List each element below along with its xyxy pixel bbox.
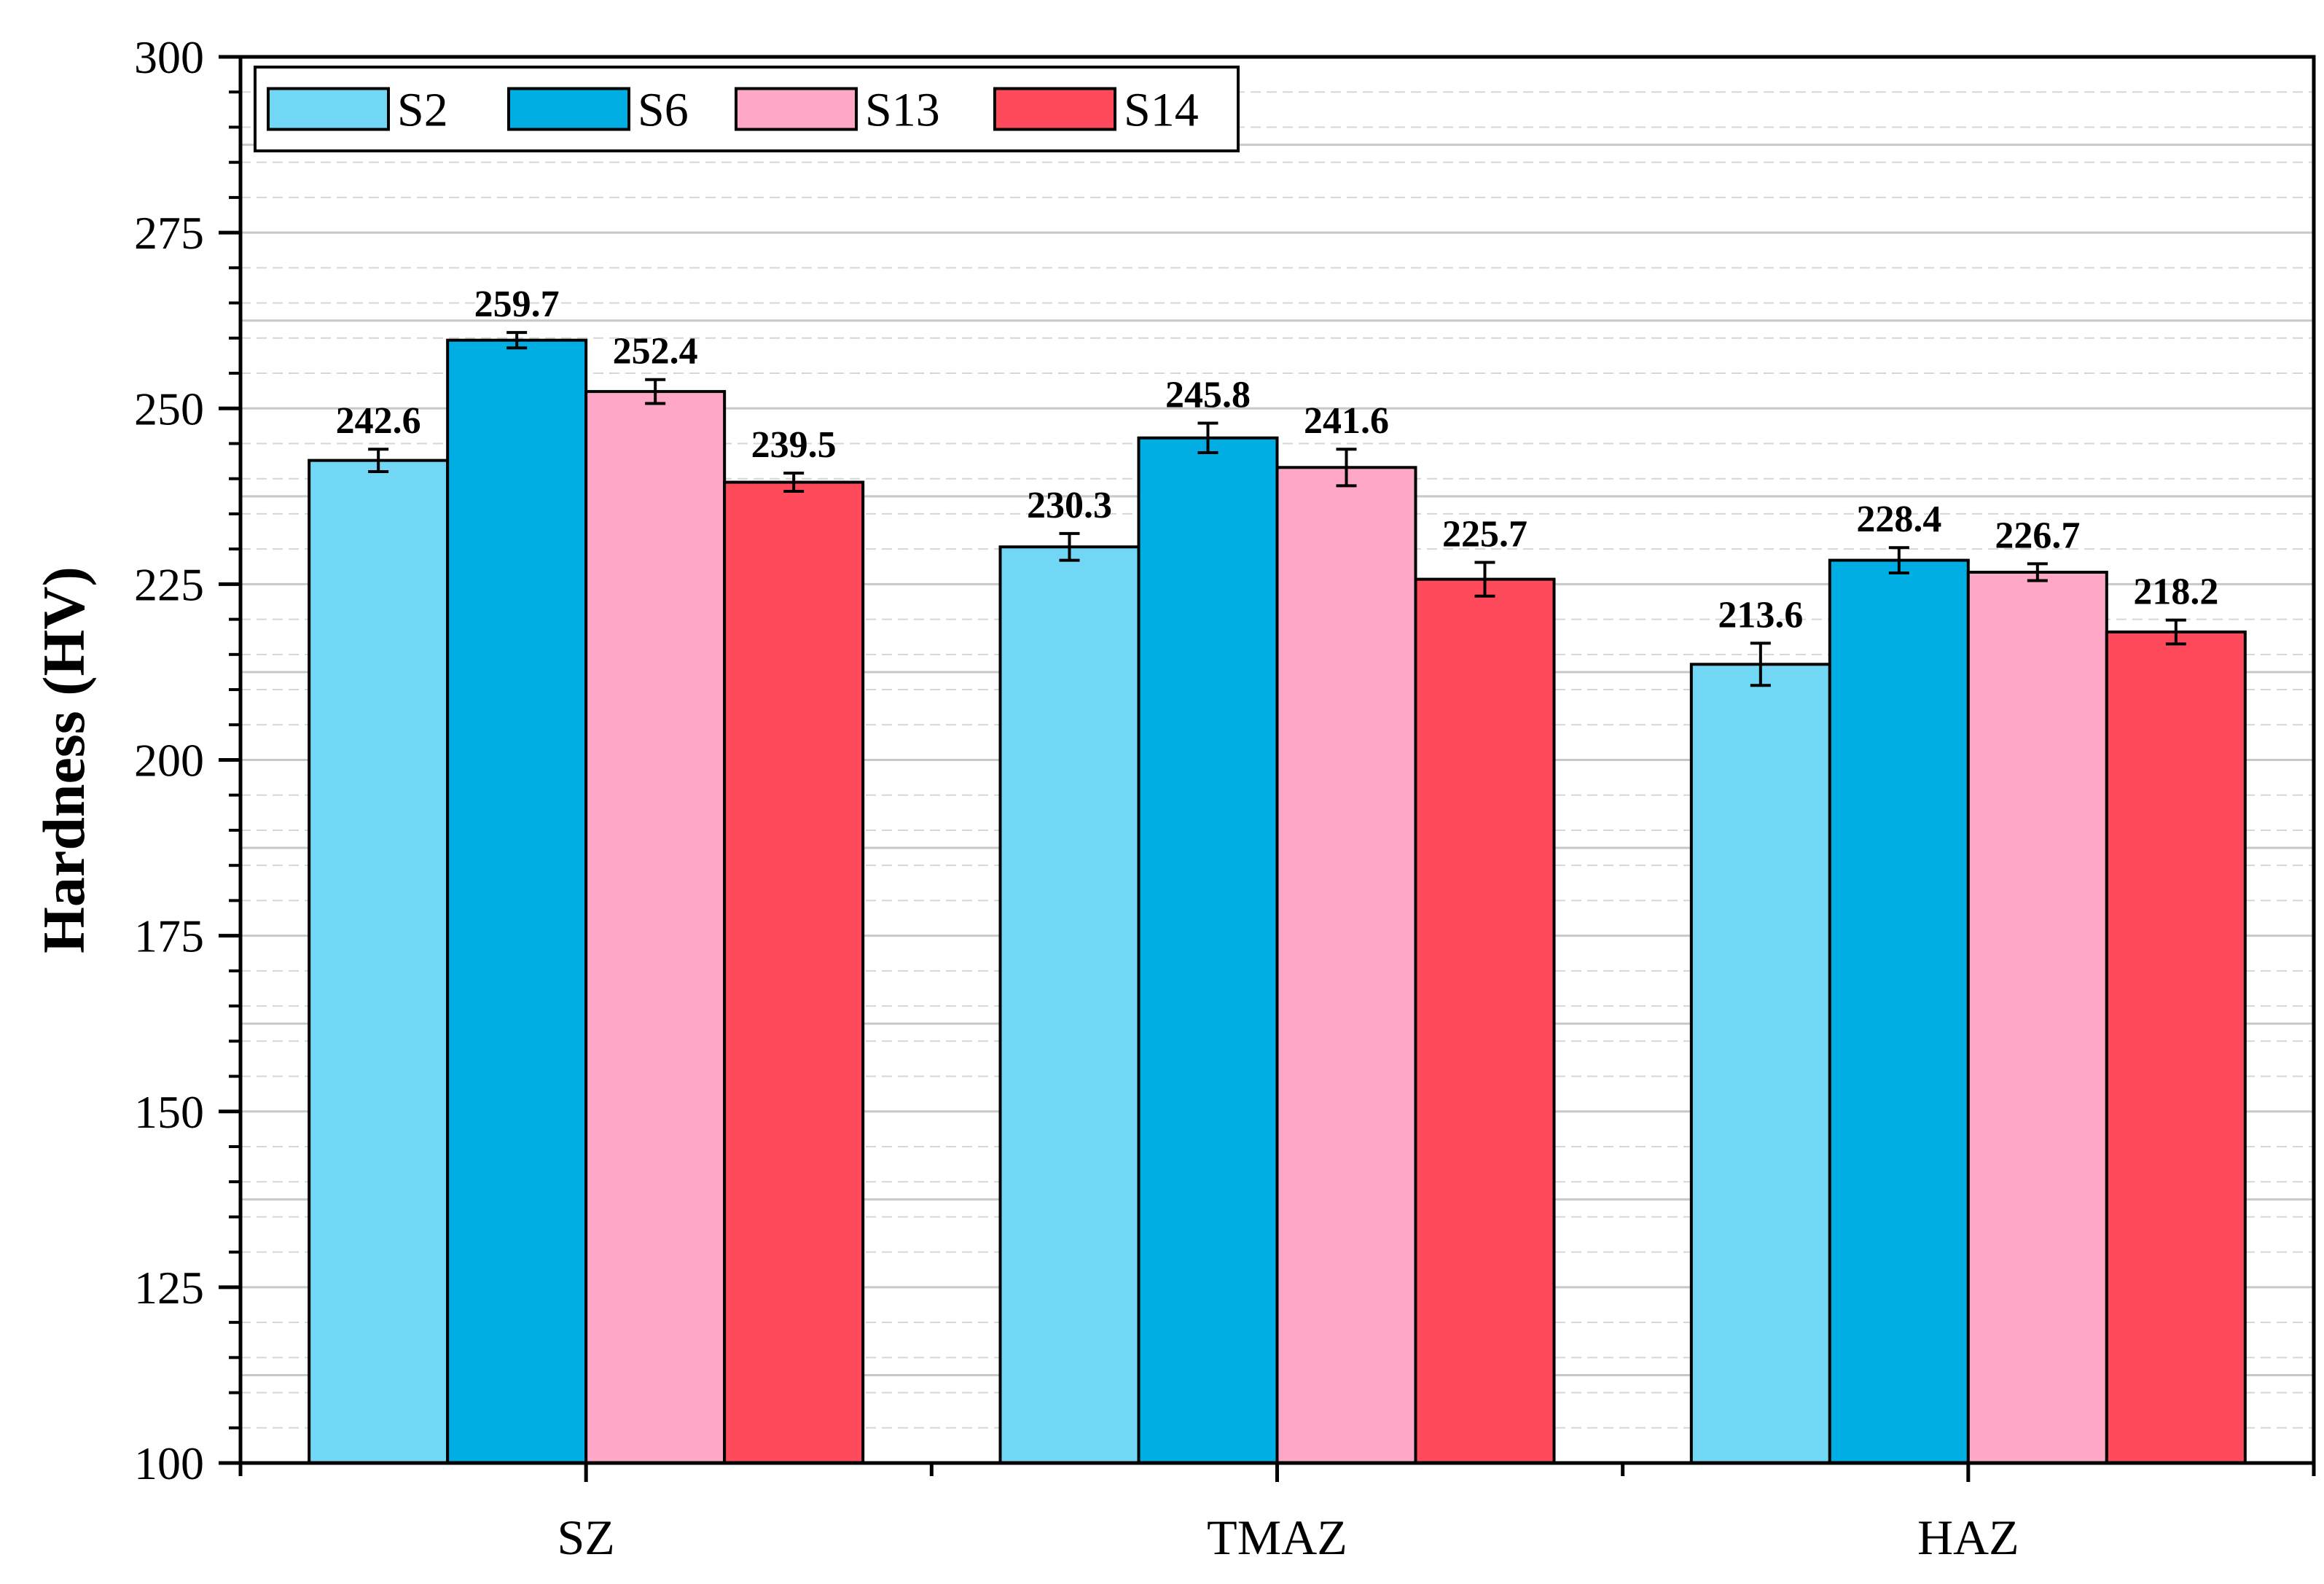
legend-swatch-S14	[993, 87, 1116, 131]
data-label: 225.7	[1442, 513, 1527, 555]
y-tick-label: 125	[134, 1262, 204, 1314]
data-label: 252.4	[613, 331, 698, 372]
data-label: 218.2	[2133, 571, 2218, 613]
y-tick-label: 175	[134, 910, 204, 962]
x-category-label-HAZ: HAZ	[1917, 1510, 2019, 1565]
data-label: 213.6	[1718, 594, 1803, 636]
axes: 100 125 150 175 200 225 250 275 300 SZ TMAZ HAZ	[134, 31, 2316, 1565]
bar-S2-TMAZ	[998, 545, 1141, 1464]
bar-S13-SZ	[584, 390, 727, 1464]
data-label: 259.7	[474, 284, 560, 325]
y-tick-label: 225	[134, 558, 204, 610]
error-bars	[368, 331, 2186, 687]
data-label: 228.4	[1856, 499, 1941, 540]
bar-S14-HAZ	[2105, 630, 2247, 1464]
bar-S6-SZ	[446, 338, 588, 1465]
legend: S2 S6 S13 S14	[254, 66, 1240, 152]
y-tick-label: 100	[134, 1437, 204, 1489]
y-tick-label: 275	[134, 207, 204, 259]
bar-S2-HAZ	[1689, 663, 1831, 1464]
data-label: 239.5	[751, 424, 837, 466]
bar-S14-TMAZ	[1414, 577, 1556, 1464]
y-tick-label: 200	[134, 735, 204, 787]
legend-swatch-S2	[267, 87, 390, 131]
y-tick-label: 250	[134, 383, 204, 434]
y-tick-label: 150	[134, 1086, 204, 1138]
legend-swatch-S6	[507, 87, 630, 131]
data-label: 242.6	[336, 400, 421, 442]
legend-label-S13: S13	[865, 84, 940, 137]
bar-S13-TMAZ	[1275, 466, 1417, 1465]
y-axis-label: Hardness (HV)	[31, 566, 97, 953]
bars	[308, 338, 2247, 1465]
legend-label-S14: S14	[1124, 84, 1199, 137]
data-label: 241.6	[1304, 400, 1389, 442]
y-tick-label: 300	[134, 31, 204, 83]
bar-S13-HAZ	[1966, 570, 2108, 1464]
data-label: 245.8	[1165, 375, 1251, 416]
x-category-label-TMAZ: TMAZ	[1207, 1510, 1347, 1565]
bar-S6-HAZ	[1828, 558, 1970, 1464]
legend-label-S2: S2	[397, 84, 448, 137]
data-label: 226.7	[1995, 515, 2080, 556]
data-labels: 242.6 230.3 213.6 259.7 245.8 228.4 252.4 241.6…	[336, 284, 2219, 636]
data-label: 230.3	[1027, 485, 1112, 526]
legend-label-S6: S6	[638, 84, 689, 137]
legend-swatch-S13	[735, 87, 858, 131]
bar-S2-SZ	[308, 459, 450, 1464]
bar-S6-TMAZ	[1137, 436, 1279, 1464]
bar-S14-SZ	[723, 480, 865, 1465]
x-category-label-SZ: SZ	[557, 1510, 614, 1565]
